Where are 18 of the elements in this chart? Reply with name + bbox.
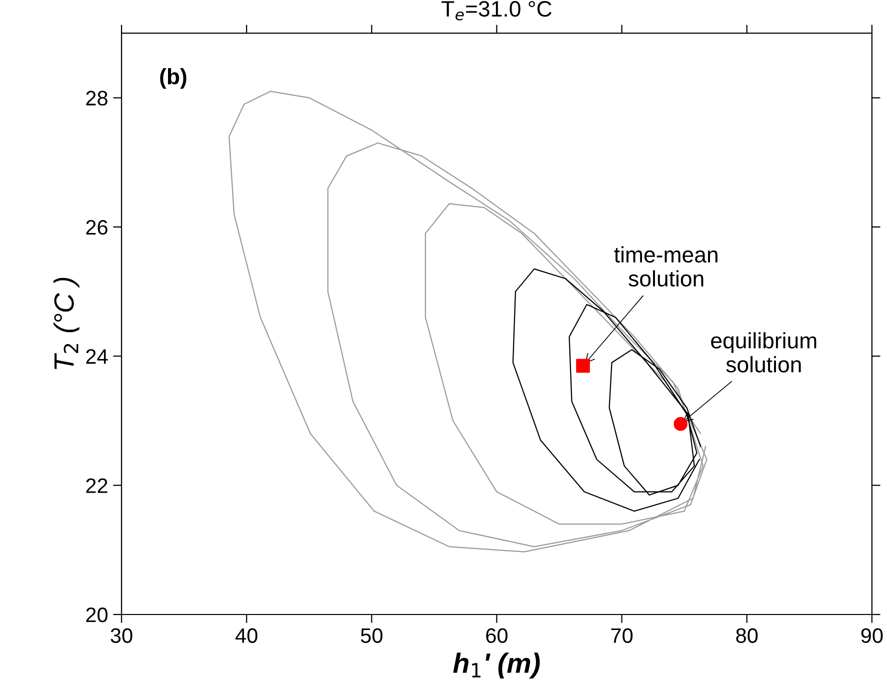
y-tick-label: 22 — [86, 478, 108, 493]
y-tick-label: 20 — [86, 607, 108, 622]
x-tick-label: 60 — [486, 628, 508, 643]
x-tick-label: 40 — [235, 628, 258, 643]
y-axis-title: T$_{2}$ (°C ) — [53, 278, 80, 370]
annotation: (b) — [160, 68, 186, 89]
x-tick-label: 30 — [110, 628, 132, 643]
x-tick-label: 70 — [611, 628, 633, 643]
x-tick-label: 90 — [861, 628, 883, 643]
x-tick-label: 50 — [360, 628, 382, 643]
y-tick-label: 26 — [86, 220, 108, 235]
y-tick-label: 28 — [86, 90, 108, 106]
x-tick-label: 80 — [736, 628, 758, 643]
y-tick-label: 24 — [86, 349, 108, 364]
annotation: time-mean solution — [614, 246, 718, 287]
x-axis-title: h$_{1}$' (m) — [453, 652, 540, 679]
annotation: equilibrium solution — [711, 332, 816, 372]
chart-title: T$_{e}$=31.0 °C — [442, 0, 552, 20]
